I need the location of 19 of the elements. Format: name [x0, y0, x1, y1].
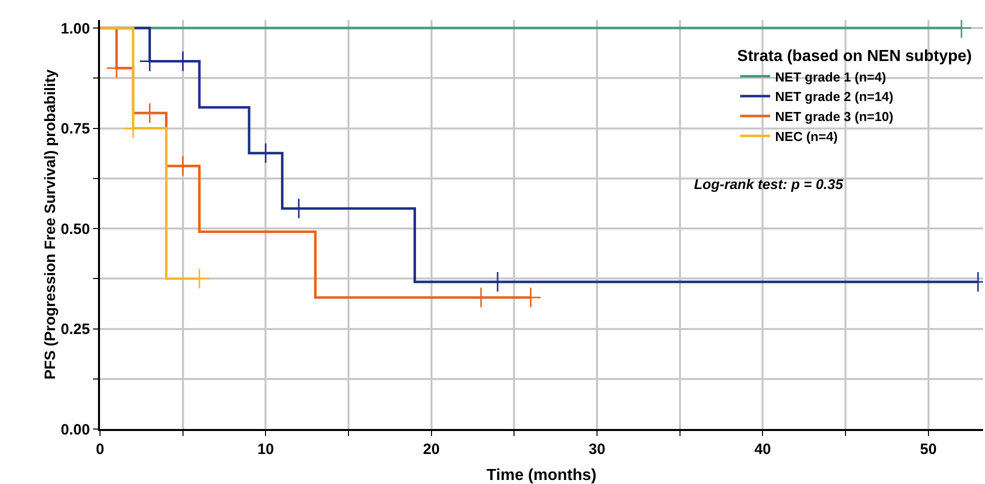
legend-title: Strata (based on NEN subtype) — [737, 48, 972, 66]
legend-label: NET grade 3 (n=10) — [775, 109, 894, 124]
legend-label: NEC (n=4) — [775, 128, 838, 144]
x-tick-label: 40 — [754, 441, 772, 458]
y-tick-label: 0.75 — [60, 120, 90, 138]
annotation: Log-rank test: p = 0.35 — [694, 176, 844, 192]
x-tick-label: 50 — [920, 441, 937, 458]
x-tick-label: 20 — [422, 441, 440, 458]
legend-label: NET grade 1 (n=4) — [775, 69, 886, 84]
y-tick-label: 0.00 — [60, 421, 90, 438]
x-tick-label: 10 — [257, 441, 274, 458]
legend-label: NET grade 2 (n=14) — [775, 89, 894, 104]
y-tick-label: 0.25 — [60, 321, 90, 338]
y-tick-label: 0.50 — [60, 220, 90, 238]
y-axis-title: PFS (Progression Free Survival) probability — [42, 68, 59, 380]
x-axis-title: Time (months) — [486, 467, 596, 484]
x-tick-label: 0 — [96, 441, 104, 458]
y-tick-label: 1.00 — [60, 20, 90, 38]
x-tick-label: 30 — [588, 441, 606, 458]
